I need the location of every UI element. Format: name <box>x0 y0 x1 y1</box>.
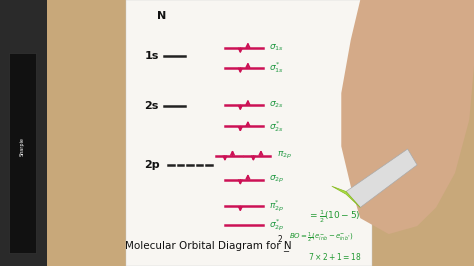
Polygon shape <box>341 0 474 234</box>
Text: 2s: 2s <box>145 101 159 111</box>
Polygon shape <box>346 149 417 207</box>
Text: $\sigma_{2p}$: $\sigma_{2p}$ <box>269 174 284 185</box>
Text: Molecular Orbital Diagram for N: Molecular Orbital Diagram for N <box>125 241 292 251</box>
Text: $\pi_{2p}$: $\pi_{2p}$ <box>277 150 292 161</box>
Text: 1s: 1s <box>145 51 159 61</box>
Text: $\pi_{2p}^{*}$: $\pi_{2p}^{*}$ <box>269 198 284 214</box>
Bar <box>0 0 47 266</box>
Polygon shape <box>332 186 360 207</box>
Text: $\sigma_{1s}$: $\sigma_{1s}$ <box>269 43 283 53</box>
Text: 2p: 2p <box>144 160 159 170</box>
Bar <box>126 0 372 266</box>
Text: $\sigma_{1s}^{*}$: $\sigma_{1s}^{*}$ <box>269 60 283 75</box>
Text: $\sigma_{2p}^{*}$: $\sigma_{2p}^{*}$ <box>269 217 284 232</box>
Text: −: − <box>282 247 289 256</box>
Text: $=\frac{1}{2}(10-5)$: $=\frac{1}{2}(10-5)$ <box>308 209 361 225</box>
Text: $\sigma_{2s}^{*}$: $\sigma_{2s}^{*}$ <box>269 119 283 134</box>
Text: 2: 2 <box>277 235 282 244</box>
Text: $7\times2+1=18$: $7\times2+1=18$ <box>308 251 362 262</box>
Bar <box>9 53 36 253</box>
Text: Sharpie: Sharpie <box>20 137 25 156</box>
Text: $BO=\frac{1}{2}(e^{-}_{inb}-e^{-}_{inb^{*}})$: $BO=\frac{1}{2}(e^{-}_{inb}-e^{-}_{inb^{… <box>289 231 354 245</box>
Text: N: N <box>156 11 166 21</box>
Text: $\sigma_{2s}$: $\sigma_{2s}$ <box>269 100 283 110</box>
